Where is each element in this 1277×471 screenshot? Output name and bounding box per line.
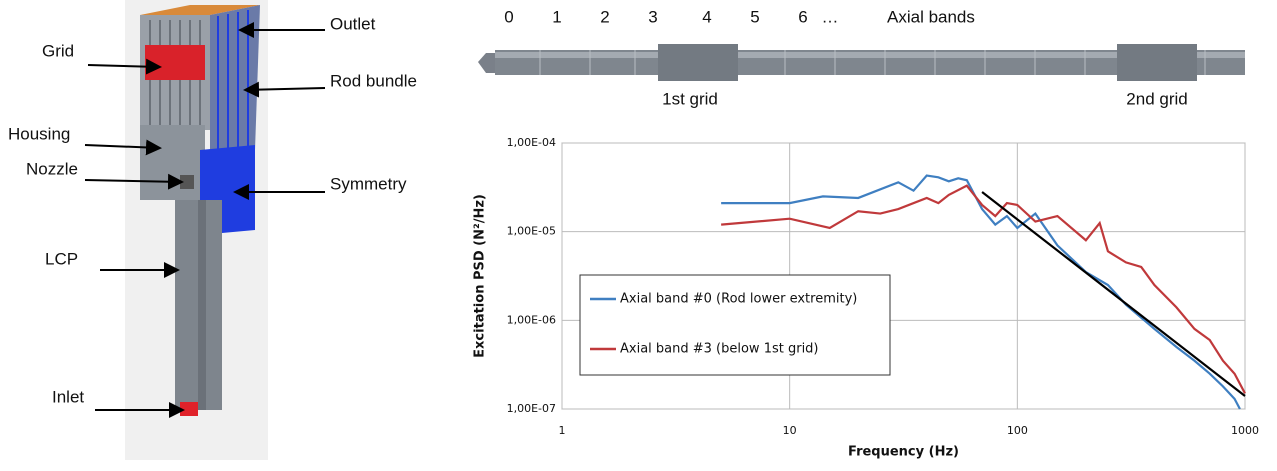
band-labels: 0 1 2 3 4 5 6 … (504, 7, 838, 26)
y-tick-label: 1,00E-05 (507, 225, 556, 238)
band-label: 3 (648, 7, 657, 26)
y-tick-label: 1,00E-07 (507, 402, 556, 415)
band-label: 2 (600, 7, 609, 26)
y-axis-label: Excitation PSD (N²/Hz) (473, 194, 488, 358)
legend-label: Axial band #0 (Rod lower extremity) (620, 292, 857, 307)
band-label: 1 (552, 7, 561, 26)
x-tick-label: 100 (1007, 424, 1028, 437)
chart: 1 10 100 1000 1,00E-07 1,00E-06 1,00E-05 1,00E-… (473, 136, 1260, 460)
grid-label: 1st grid (662, 89, 718, 108)
x-tick-label: 1000 (1231, 424, 1259, 437)
label: Symmetry (330, 174, 407, 193)
x-tick-label: 10 (783, 424, 797, 437)
label: Inlet (52, 387, 84, 406)
band-label: 0 (504, 7, 513, 26)
band-label: 4 (702, 7, 711, 26)
label: Housing (8, 124, 70, 143)
band-label: 6 (798, 7, 807, 26)
legend-box (580, 275, 890, 375)
label: Rod bundle (330, 71, 417, 90)
figure: Outlet Grid Rod bundle Housing Nozzle Sy… (0, 0, 1277, 466)
rod-title: Axial bands (887, 7, 975, 26)
x-axis-label: Frequency (Hz) (848, 445, 959, 460)
y-tick-label: 1,00E-06 (507, 313, 556, 326)
label: Nozzle (26, 159, 78, 178)
label: Outlet (330, 14, 376, 33)
x-tick-label: 1 (559, 424, 566, 437)
band-label: … (822, 7, 839, 26)
label: LCP (45, 249, 78, 268)
band-label: 5 (750, 7, 759, 26)
grid-label: 2nd grid (1126, 89, 1187, 108)
label: Grid (42, 41, 74, 60)
rod (478, 44, 1245, 81)
legend-label: Axial band #3 (below 1st grid) (620, 342, 819, 357)
model (125, 0, 268, 460)
y-tick-label: 1,00E-04 (507, 136, 556, 149)
